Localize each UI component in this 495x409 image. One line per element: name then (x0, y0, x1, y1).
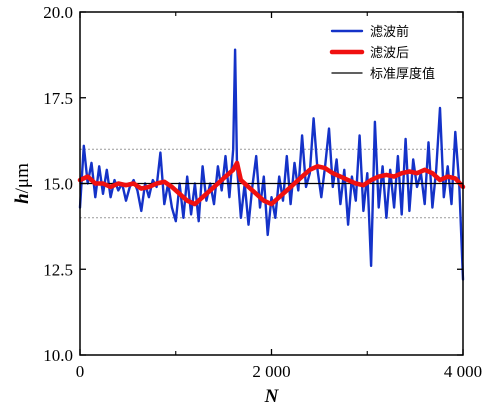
y-tick-label: 12.5 (43, 260, 73, 279)
legend-label: 标准厚度值 (370, 66, 435, 82)
x-tick-label: 2 000 (252, 362, 290, 381)
x-axis-title: N (264, 386, 280, 407)
x-tick-label: 4 000 (444, 362, 482, 381)
y-axis-title: h/μm (12, 163, 33, 204)
legend-label: 滤波前 (370, 24, 409, 40)
y-tick-label: 20.0 (43, 3, 73, 22)
y-tick-label: 10.0 (43, 346, 73, 365)
y-tick-label: 15.0 (43, 175, 73, 194)
tick-layer: 10.0 12.5 15.0 17.5 20.0 0 2 000 4 000 (43, 3, 482, 381)
series-line-1 (78, 48, 465, 281)
series-layer (77, 48, 466, 281)
legend-label: 滤波后 (370, 46, 409, 61)
series-line-2 (77, 160, 466, 207)
y-axis-unit: /μm (12, 163, 33, 193)
y-tick-label: 17.5 (43, 89, 73, 108)
x-tick-label: 0 (76, 362, 85, 381)
y-axis-symbol: h (12, 193, 33, 204)
